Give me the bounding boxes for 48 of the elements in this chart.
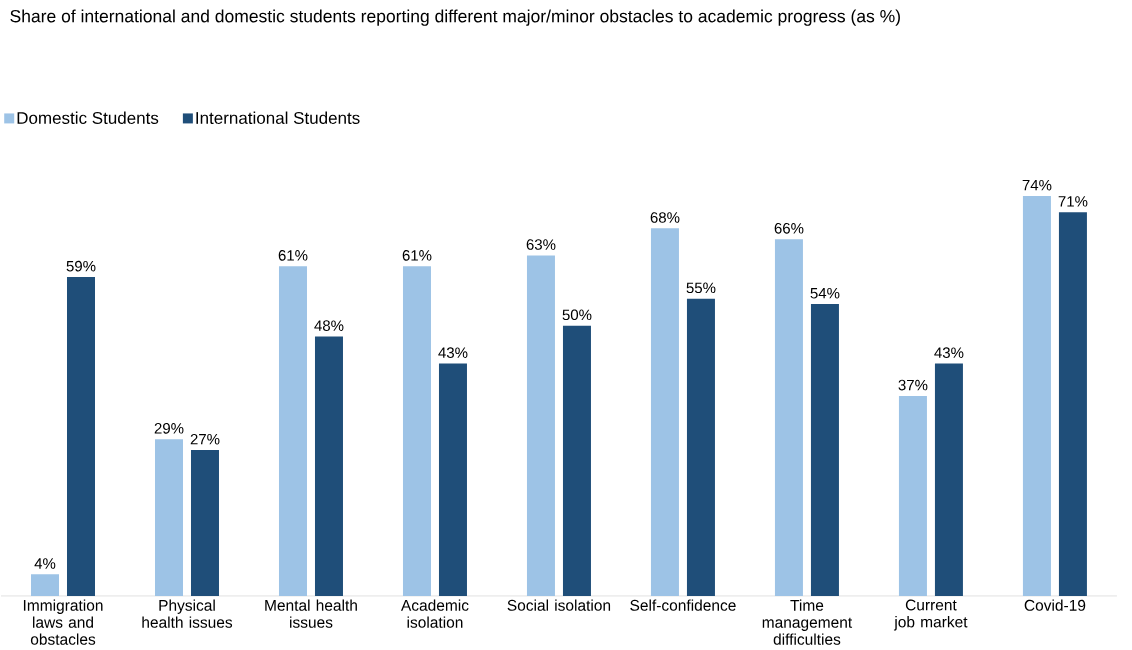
x-tick-label: Physical health issues [142,599,233,628]
bar [67,277,95,596]
x-tick-label: Covid-19 [1024,599,1086,611]
legend-label: International Students [196,111,360,125]
data-label: 71% [1058,196,1088,207]
bar [154,439,183,596]
data-label: 48% [314,320,344,331]
legend-label: Domestic Students [17,111,159,125]
data-label: 29% [154,423,184,434]
bar [402,266,431,596]
bar [934,363,963,596]
bar [562,325,591,596]
x-tick-label: Time management difficulties [762,599,853,645]
bar [31,574,59,596]
x-tick-label: Mental health issues [265,599,357,628]
bar [774,239,803,596]
bar [278,266,307,596]
bar [810,304,839,596]
bar [898,395,927,596]
data-label: 66% [774,223,804,234]
data-label: 55% [686,282,716,294]
data-label: 59% [66,260,96,272]
data-label: 61% [402,250,432,261]
chart-title: Share of international and domestic students reporting different major/minor obstacles to academic progress (as %) [10,9,900,26]
x-tick-label: Social isolation [507,599,611,611]
x-tick-label: Immigration laws and obstacles [23,599,103,645]
x-tick-label: Self-confidence [630,599,736,611]
x-tick-label: Current job market [893,599,968,631]
bar [190,449,219,596]
bar [314,336,343,596]
bar [1022,195,1051,596]
data-label: 27% [190,433,220,445]
data-label: 68% [650,212,680,223]
data-label: 54% [810,287,840,299]
data-label: 43% [438,347,468,358]
data-label: 4% [34,558,56,569]
bar [438,363,467,596]
data-label: 61% [278,250,308,261]
data-label: 74% [1022,179,1052,191]
bar [1058,212,1087,596]
data-label: 43% [934,347,964,358]
data-label: 50% [562,309,592,321]
bar [526,255,555,596]
bar [686,298,715,596]
data-label: 63% [526,239,556,250]
data-label: 37% [898,379,928,391]
x-tick-label: Academic isolation [400,599,469,628]
bar [650,228,679,596]
